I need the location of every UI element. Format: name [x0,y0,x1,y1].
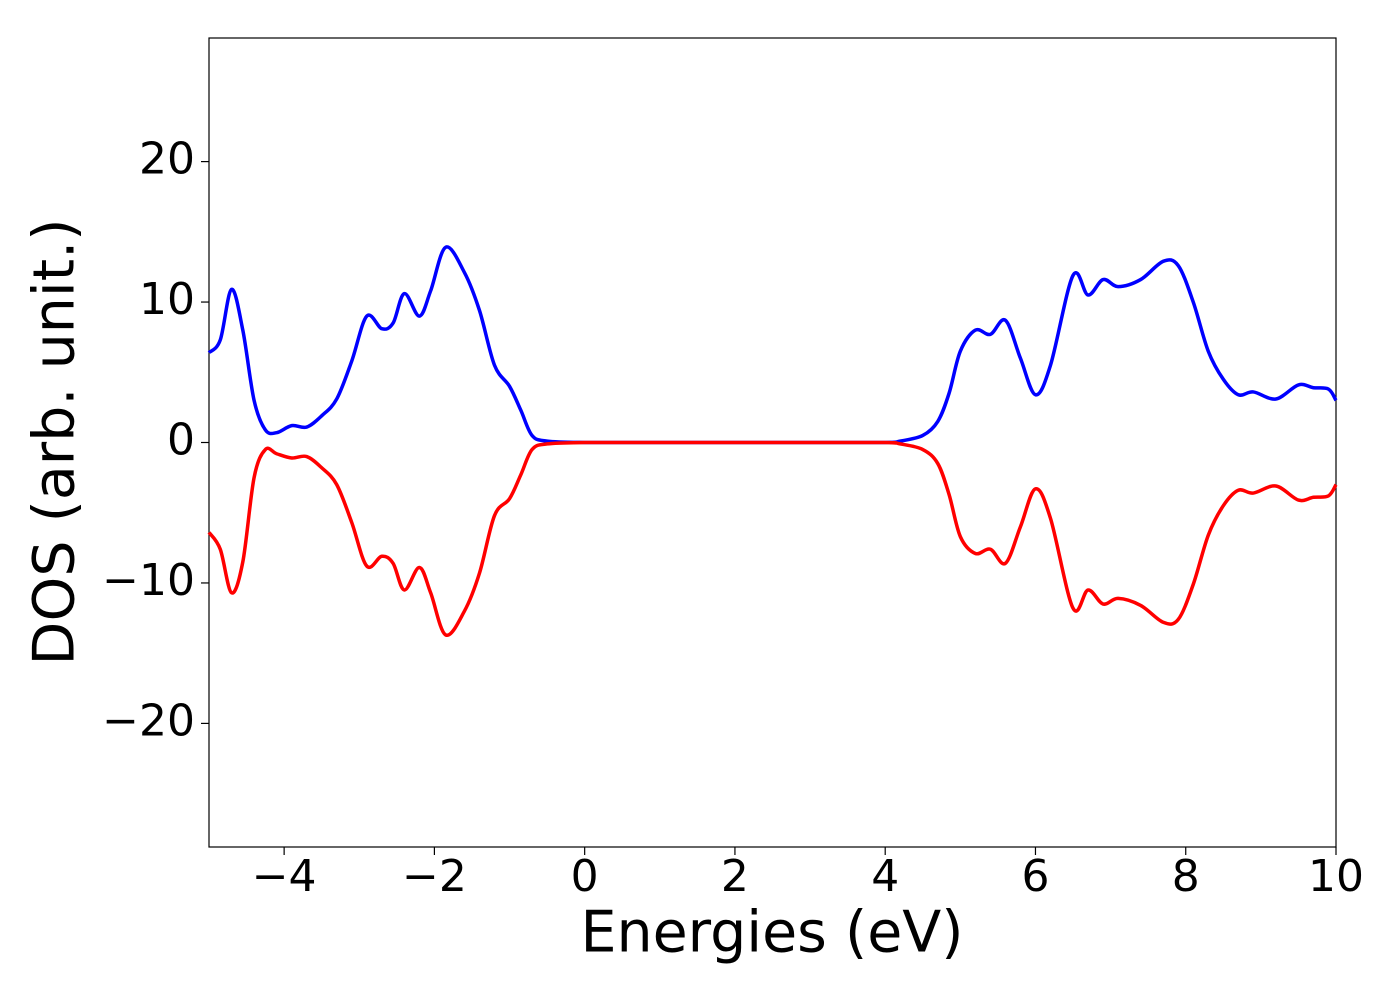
x-axis-label: Energies (eV) [580,900,963,966]
dos-line [207,245,1338,445]
x-tick-label: 6 [1021,851,1049,902]
x-tick-label: −4 [252,851,317,902]
x-tick-label: 0 [571,851,599,902]
x-tick-label: −2 [402,851,467,902]
y-tick-label: −20 [102,695,195,746]
y-tick-label: −10 [102,555,195,606]
y-tick-label: 20 [139,134,195,185]
y-axis-label: DOS (arb. unit.) [22,219,88,666]
y-tick-label: 0 [167,415,195,466]
dos-line [207,440,1338,637]
x-tick-label: 8 [1172,851,1200,902]
x-tick-label: 10 [1308,851,1364,902]
x-tick-label: 2 [721,851,749,902]
x-tick-label: 4 [871,851,899,902]
y-tick-label: 10 [139,274,195,325]
